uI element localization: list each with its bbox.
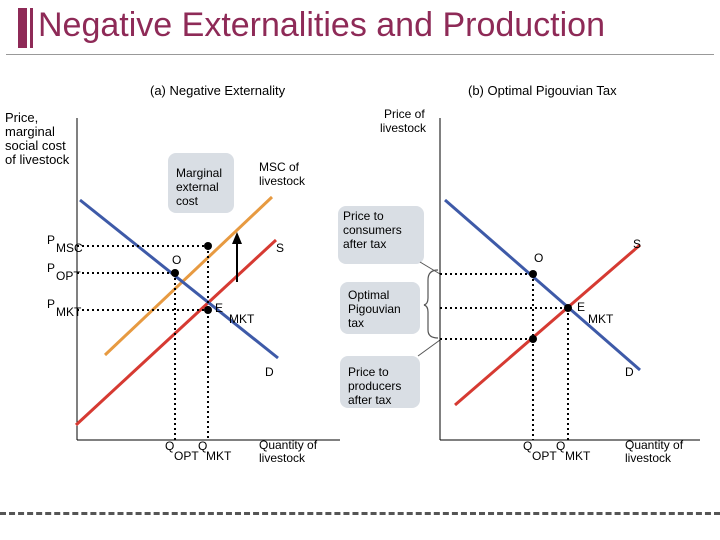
panel-b-d-label: D	[625, 365, 634, 379]
panel-a-y-label-3: social cost	[5, 138, 66, 153]
producer-price-box	[340, 356, 420, 408]
panel-a-x-label-1: Quantity of	[259, 438, 318, 452]
panel-a-q-opt-sub: OPT	[174, 449, 199, 463]
panel-a-msc-label-1: MSC of	[259, 160, 300, 174]
panel-b-point-o	[529, 270, 537, 278]
panel-a-y-label-1: Price,	[5, 110, 38, 125]
consumer-price-label-3: after tax	[343, 237, 386, 251]
panel-a-p-opt-main: P	[47, 261, 55, 275]
panel-b-q-mkt-sub: MKT	[565, 449, 591, 463]
panel-b-x-label-1: Quantity of	[625, 438, 684, 452]
panel-a-p-mkt-sub: MKT	[56, 305, 82, 319]
panel-b-supply-curve	[454, 243, 641, 407]
panel-a-demand-curve	[79, 198, 279, 360]
panel-b-o-label: O	[534, 251, 543, 265]
panel-b-point-producer	[529, 335, 537, 343]
producer-price-pointer	[417, 339, 441, 357]
panel-a-s-label: S	[276, 241, 284, 255]
panel-b-demand-curve	[444, 198, 641, 372]
consumer-price-label-1: Price to	[343, 209, 384, 223]
panel-a-point-o	[171, 269, 179, 277]
producer-price-label-2: producers	[348, 379, 401, 393]
panel-a-e-label: E	[215, 301, 223, 315]
producer-price-label-3: after tax	[348, 393, 391, 407]
panel-a-mec-label-2: external	[176, 180, 219, 194]
slide-title: Negative Externalities and Production	[38, 6, 605, 44]
panel-b-e-label: E	[577, 300, 585, 314]
tax-brace	[423, 269, 439, 339]
panel-a-p-mkt-main: P	[47, 297, 55, 311]
panel-a-mec-label-3: cost	[176, 194, 199, 208]
panel-a-p-opt-sub: OPT	[56, 269, 81, 283]
tax-label-1: Optimal	[348, 288, 389, 302]
panel-a-msc-label-2: livestock	[259, 174, 306, 188]
producer-price-label-1: Price to	[348, 365, 389, 379]
panel-a-msc-curve	[103, 195, 274, 357]
panel-a-x-label-2: livestock	[259, 451, 306, 465]
consumer-price-pointer	[419, 261, 441, 275]
panel-b-s-label: S	[633, 237, 641, 251]
title-rule	[6, 54, 714, 55]
panel-a-e-sub: MKT	[229, 312, 255, 326]
panel-a-supply-curve	[74, 238, 278, 427]
panel-a-p-msc-main: P	[47, 233, 55, 247]
panel-b-q-mkt-main: Q	[556, 439, 565, 453]
panel-a-heading: (a) Negative Externality	[150, 83, 286, 98]
panel-a-d-label: D	[265, 365, 274, 379]
panel-a-q-mkt-sub: MKT	[206, 449, 232, 463]
tax-label-2: Pigouvian	[348, 302, 401, 316]
tax-label-3: tax	[348, 316, 364, 330]
consumer-price-box	[338, 206, 424, 264]
consumer-price-label-2: consumers	[343, 223, 402, 237]
panel-a-mec-box	[168, 153, 234, 213]
title-accent-bar	[18, 8, 27, 48]
panel-b-y-label-1: Price of	[384, 107, 425, 121]
panel-a-mec-arrow-head	[232, 232, 242, 244]
panel-a-point-msc	[204, 242, 212, 250]
panel-a-p-msc-sub: MSC	[56, 241, 83, 255]
panel-b-q-opt-main: Q	[523, 439, 532, 453]
panel-b-q-opt-sub: OPT	[532, 449, 557, 463]
panel-a-point-e	[204, 306, 212, 314]
footer-dashed-rule	[0, 512, 720, 515]
panel-b-e-sub: MKT	[588, 312, 614, 326]
panel-a-mec-label-1: Marginal	[176, 166, 222, 180]
panel-a-y-label-4: of livestock	[5, 152, 70, 167]
title-accent-bar-thin	[30, 8, 33, 48]
panel-a-y-label-2: marginal	[5, 124, 55, 139]
panel-b-x-label-2: livestock	[625, 451, 672, 465]
panel-a-q-mkt-main: Q	[198, 439, 207, 453]
panel-a-q-opt-main: Q	[165, 439, 174, 453]
tax-box	[340, 282, 420, 334]
panel-b-point-e	[564, 304, 572, 312]
panel-a-o-label: O	[172, 253, 181, 267]
panel-b-y-label-2: livestock	[380, 121, 427, 135]
panel-b-heading: (b) Optimal Pigouvian Tax	[468, 83, 617, 98]
